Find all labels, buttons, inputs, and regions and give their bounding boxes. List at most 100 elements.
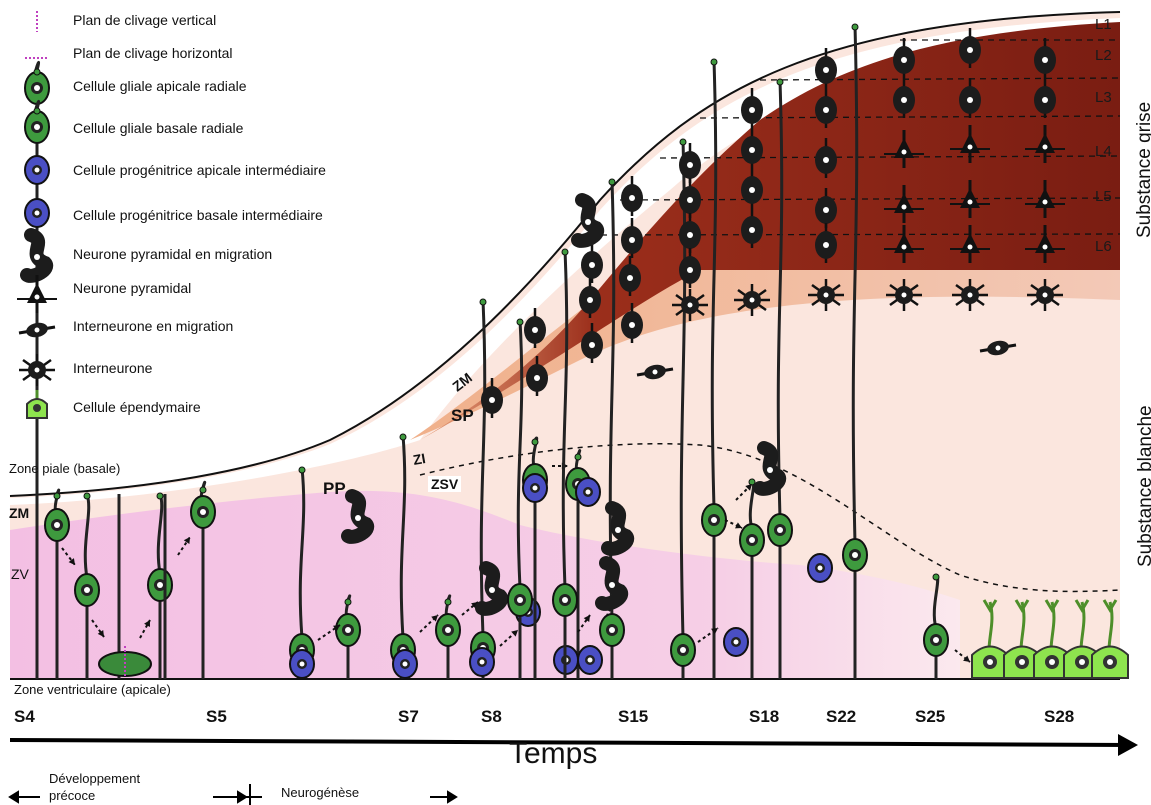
cp-neuron-12 [679,213,701,253]
s28-ependymal-1 [1003,599,1041,679]
cp-neuron-late-2 [815,138,837,178]
zi-label: ZI [411,450,427,468]
s15-glia-2 [552,248,578,679]
white-matter-label: Substance blanche [1135,405,1151,567]
legend-label-2: Plan de clivage horizontal [73,45,233,61]
s22-glia-1 [842,23,868,679]
ventricular-zone-label: Zone ventriculaire (apicale) [14,682,171,697]
legend-label-3: Cellule gliale apicale radiale [73,78,247,94]
cp-migrating-1 [571,193,605,248]
interneuron-4 [952,279,988,311]
pial-zone-label: Zone piale (basale) [9,461,121,476]
cp-neuron-17 [741,208,763,248]
subplate-region [410,232,1120,440]
s4-arrow-4 [177,536,191,556]
zv-label: ZV [11,566,29,582]
s18-glia-1 [670,138,696,679]
cp-neuron-5 [579,278,601,318]
s8-progenitor-1 [469,647,495,677]
legend-label-10: Interneurone [73,360,153,376]
cp-neuron-16 [741,168,763,208]
pyramidal-neuron-3 [950,125,990,163]
s18-migrating-1 [753,441,787,496]
migrating-interneuron-icon [18,322,56,338]
migrating-interneuron-2 [979,340,1017,356]
s18-arrow-2 [735,483,753,501]
s5-radial-glia [190,480,216,679]
legend-label-11: Cellule épendymaire [73,399,201,415]
interneuron-5 [1027,279,1063,311]
cp-neuron-late-1 [815,88,837,128]
pyramidal-neuron-1 [884,185,924,223]
layer-label-l4: L4 [1095,143,1112,160]
migrating-pyramidal-neuron-icon [20,228,54,283]
s18-glia-3 [739,478,765,679]
s18-progenitor-1 [723,627,749,657]
cp-neuron-late-0 [815,48,837,88]
footer-early-line1: Développement [49,771,141,786]
cp-neuron-0 [481,378,503,418]
pyramidal-neuron-8 [1025,225,1065,263]
cp-neuron-late-9 [1034,38,1056,78]
cp-neuron-14 [741,88,763,128]
stage-label-s4: S4 [14,707,35,726]
layer-label-l5: L5 [1095,188,1112,205]
cortical-plate-region [420,22,1120,440]
time-axis-label: Temps [509,737,598,770]
s8-migrating-1 [475,561,509,616]
legend-label-1: Plan de clivage vertical [73,12,217,28]
s18-arrow-1 [697,627,719,643]
legend-label-5: Cellule progénitrice apicale intermédiai… [73,162,326,178]
legend-label-8: Neurone pyramidal [73,280,192,296]
s4-radial-glia-0 [44,488,70,679]
pp-progenitor [289,649,315,679]
basal-intermediate-progenitor-icon [24,198,50,228]
legend-label-9: Interneurone en migration [73,318,234,334]
cp-neuron-10 [679,143,701,183]
pp-migrating-neuron [341,489,375,544]
s18-glia-4 [767,78,793,679]
stage-label-s25: S25 [915,707,946,726]
s28-ependymal-4 [1091,599,1129,679]
s8-progenitor-4 [575,477,601,507]
s4-dividing-cell [98,646,152,678]
cp-neuron-late-4 [815,223,837,263]
pyramidal-neuron-4 [950,180,990,218]
layer-label-l2: L2 [1095,47,1112,64]
s25-arrow [954,649,971,663]
cp-neuron-4 [621,303,643,343]
s7-arrow-1 [419,614,439,633]
s7-glia-2 [435,594,461,679]
stage-label-s8: S8 [481,707,502,726]
pyramidal-neuron-5 [950,225,990,263]
apical-intermediate-progenitor-icon [24,155,50,185]
s8-arrow-2 [499,629,519,647]
s15-glia-1 [599,178,625,679]
s8-progenitor-6 [577,645,603,675]
s18-glia-2 [701,58,727,679]
layer-label-l3: L3 [1095,89,1112,106]
interneuron-icon [19,354,55,386]
cp-neuron-13 [679,248,701,288]
time-arrow-line [9,738,1131,747]
s25-glia-1 [923,573,949,679]
cp-neuron-late-7 [959,28,981,68]
cp-neuron-6 [581,243,603,283]
pyramidal-neuron-6 [1025,125,1065,163]
zm-label: ZM [9,505,30,521]
s15-migrating-1 [601,501,635,556]
stage-label-s22: S22 [826,707,857,726]
cp-neuron-late-5 [893,38,915,78]
legend-label-7: Neurone pyramidal en migration [73,246,273,262]
cp-neuron-late-3 [815,188,837,228]
cp-neuron-3 [581,323,603,363]
s5-arrow [317,624,341,641]
pyramidal-neuron-7 [1025,180,1065,218]
cp-neuron-2 [524,308,546,348]
s18-progenitor-2 [807,553,833,583]
cp-neuron-11 [679,178,701,218]
legend-label-4: Cellule gliale basale radiale [73,120,244,136]
pyramidal-neuron-2 [884,225,924,263]
footer-neurogenesis: Neurogénèse [281,785,360,800]
